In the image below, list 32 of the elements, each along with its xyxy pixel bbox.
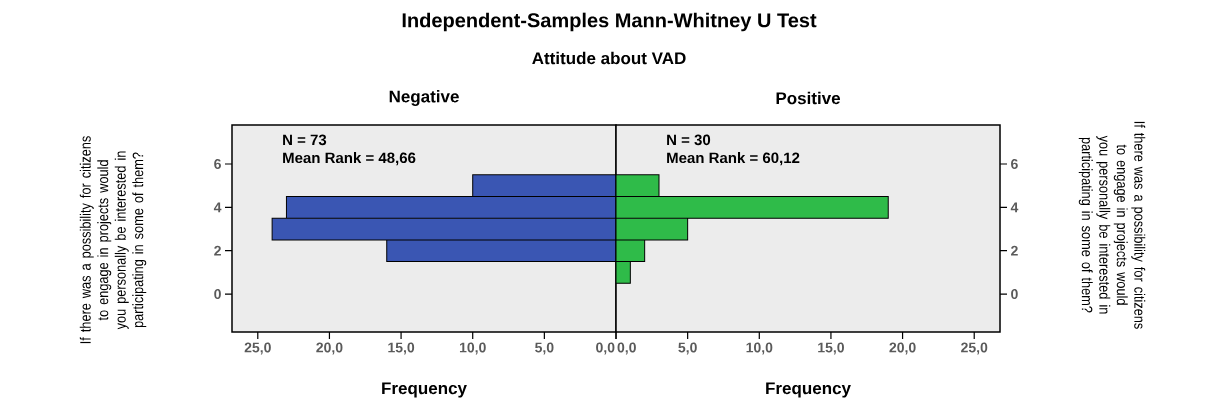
chart-title: Negative <box>389 90 459 106</box>
annotation: Mean Rank = 60,12 <box>667 152 800 166</box>
x-tick-label: 20,0 <box>316 342 343 355</box>
x-axis-title: Frequency <box>382 382 467 398</box>
x-tick-label: 25,0 <box>961 342 988 355</box>
y-axis-title: If there was a possibility for citizens to engage in projects would you personally be interested in participating in some of them? <box>79 136 147 344</box>
y-axis-title: If there was a possibility for citizens to engage in projects would you personally be interested in participating in some of them? <box>1078 121 1146 329</box>
annotation: N = 30 <box>667 134 711 146</box>
x-tick-label: 20,0 <box>889 342 916 355</box>
annotation: N = 73 <box>283 134 327 146</box>
y-tick-label: 4 <box>213 202 222 213</box>
y-tick-label: 4 <box>1010 202 1019 213</box>
text: Attitude about VAD <box>532 51 686 65</box>
x-tick-label: 15,0 <box>818 342 844 355</box>
y-tick-label: 0 <box>1011 289 1018 300</box>
x-tick-label: 25,0 <box>244 342 271 355</box>
chart-title: Positive <box>776 91 841 105</box>
y-tick-label: 2 <box>1011 245 1018 256</box>
y-tick-label: 0 <box>214 289 221 300</box>
y-tick-label: 6 <box>1011 159 1018 169</box>
x-tick-label: 10,0 <box>746 342 773 355</box>
text: Independent-Samples Mann-Whitney U Test <box>402 12 817 32</box>
x-tick-label: 5,0 <box>678 342 697 355</box>
x-tick-label: 10,0 <box>459 342 486 355</box>
annotation: Mean Rank = 48,66 <box>283 152 416 166</box>
x-axis-title: Frequency <box>766 382 851 398</box>
y-tick-label: 6 <box>214 159 221 169</box>
x-tick-label: 5,0 <box>535 342 554 355</box>
x-tick-label: 0,0 <box>596 342 615 355</box>
x-tick-label: 15,0 <box>388 342 415 355</box>
y-tick-label: 2 <box>214 245 221 256</box>
x-tick-label: 0,0 <box>617 342 636 355</box>
